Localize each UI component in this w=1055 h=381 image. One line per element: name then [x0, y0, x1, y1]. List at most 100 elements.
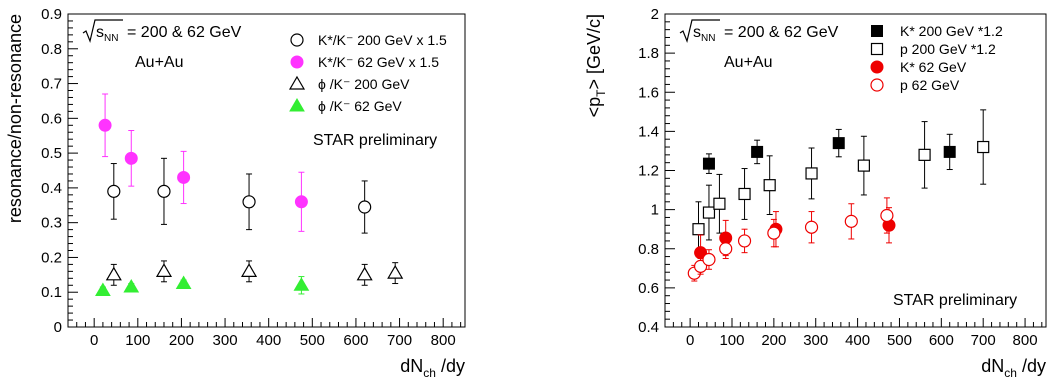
data-point	[943, 145, 956, 158]
y-tick-label: 0.1	[41, 284, 62, 301]
x-tick-label: 500	[300, 332, 325, 349]
y-axis-title: resonance/non-resonance	[5, 14, 25, 223]
sqrt-sign	[82, 19, 123, 43]
y-tick-label: 0.6	[638, 280, 659, 297]
legend-label: K* 62 GeV	[900, 59, 967, 75]
y-tick-label: 0.6	[41, 110, 62, 127]
chart-panel-2: 0 100 200 300 400 500 600 700 800 0.4 0.6 0.8 1 1.2 1.…	[584, 6, 1047, 380]
legend-label: p 200 GeV *1.2	[900, 41, 996, 57]
x-tick-label: 800	[1013, 332, 1038, 349]
data-point	[242, 195, 256, 209]
data-point	[870, 42, 884, 56]
x-tick-label: 300	[213, 332, 238, 349]
data-point	[702, 206, 716, 219]
data-point	[241, 263, 258, 277]
data-point	[177, 170, 191, 184]
y-tick-label: 1.8	[638, 45, 659, 62]
y-tick-label: 1	[651, 202, 659, 219]
data-point	[155, 263, 173, 277]
y-tick-label: 1.6	[638, 84, 659, 101]
series-1	[107, 157, 372, 234]
plot-frame	[664, 13, 1047, 328]
x-tick-label: 0	[686, 332, 694, 349]
legend-label: K*/K⁻ 62 GeV x 1.5	[318, 54, 439, 70]
data-point	[880, 208, 894, 223]
x-tick-label: 600	[929, 332, 954, 349]
y-tick-label: 1.4	[638, 123, 659, 140]
data-point	[805, 167, 818, 180]
legend: K* 200 GeV *1.2 p 200 GeV *1.2 K* 62 GeV p …	[870, 23, 1003, 93]
x-axis-title: dNch /dy	[981, 356, 1046, 380]
data-point	[918, 148, 931, 161]
data-point	[358, 200, 372, 214]
series-4	[687, 197, 894, 282]
data-point	[870, 60, 884, 74]
data-point	[290, 33, 304, 47]
data-point	[289, 98, 305, 112]
data-point	[738, 187, 751, 201]
energy-label: = 200 & 62 GeV	[724, 24, 839, 41]
y-tick-label: 0.2	[41, 249, 62, 266]
data-point	[157, 184, 171, 198]
x-tick-label: 200	[761, 332, 786, 349]
chart-panel-1: 0 100 200 300 400 500 600 700 800 0 0.1 0.2 0.3 0.4 0.…	[5, 6, 466, 380]
series-2	[692, 109, 990, 258]
data-point	[294, 195, 308, 209]
x-tick-label: 700	[971, 332, 996, 349]
data-point	[107, 184, 121, 198]
plot-frame	[67, 13, 466, 328]
data-point	[763, 179, 776, 192]
series-3	[105, 260, 404, 286]
data-point	[123, 279, 140, 293]
system-label: Au+Au	[724, 54, 772, 71]
x-tick-label: 400	[256, 332, 281, 349]
y-tick-label: 2	[651, 6, 659, 23]
series-2	[98, 93, 308, 232]
data-point	[387, 264, 404, 279]
data-point	[356, 266, 373, 281]
data-point	[871, 25, 883, 37]
energy-label: = 200 & 62 GeV	[127, 24, 242, 41]
y-tick-label: 0.9	[41, 6, 62, 23]
legend-label: K* 200 GeV *1.2	[900, 23, 1003, 39]
legend-label: ϕ /K⁻ 200 GeV	[318, 76, 410, 92]
x-tick-label: 800	[431, 332, 456, 349]
legend-label: p 62 GeV	[900, 77, 960, 93]
y-tick-label: 1.2	[638, 163, 659, 180]
sqrt-label: sNN	[96, 24, 118, 44]
x-tick-label: 500	[887, 332, 912, 349]
legend-label: K*/K⁻ 200 GeV x 1.5	[318, 32, 447, 48]
legend-label: ϕ /K⁻ 62 GeV	[318, 98, 402, 114]
data-point	[95, 282, 111, 296]
y-tick-label: 0.4	[41, 180, 62, 197]
data-point	[844, 214, 858, 228]
data-point	[693, 259, 708, 273]
data-point	[719, 242, 733, 256]
x-tick-label: 0	[90, 332, 98, 349]
system-label: Au+Au	[135, 54, 183, 71]
data-point	[804, 220, 819, 234]
data-point	[977, 140, 990, 154]
data-point	[767, 226, 781, 240]
y-tick-label: 0	[54, 319, 62, 336]
data-point	[105, 266, 122, 281]
x-tick-label: 400	[845, 332, 870, 349]
y-tick-label: 0.7	[41, 76, 62, 93]
series-4	[95, 275, 310, 296]
y-tick-label: 0.8	[638, 241, 659, 258]
x-tick-label: 100	[125, 332, 150, 349]
sqrt-label: sNN	[693, 24, 715, 44]
data-point	[702, 252, 716, 267]
sqrt-sign	[679, 19, 720, 43]
x-tick-label: 200	[169, 332, 194, 349]
data-point	[857, 159, 870, 172]
data-point	[175, 275, 192, 290]
preliminary-label: STAR preliminary	[893, 292, 1017, 309]
x-tick-label: 600	[343, 332, 368, 349]
y-tick-label: 0.8	[41, 41, 62, 58]
data-point	[290, 55, 304, 69]
legend: K*/K⁻ 200 GeV x 1.5 K*/K⁻ 62 GeV x 1.5 ϕ /…	[288, 32, 447, 114]
series-1	[702, 128, 956, 174]
y-tick-label: 0.3	[41, 215, 62, 232]
